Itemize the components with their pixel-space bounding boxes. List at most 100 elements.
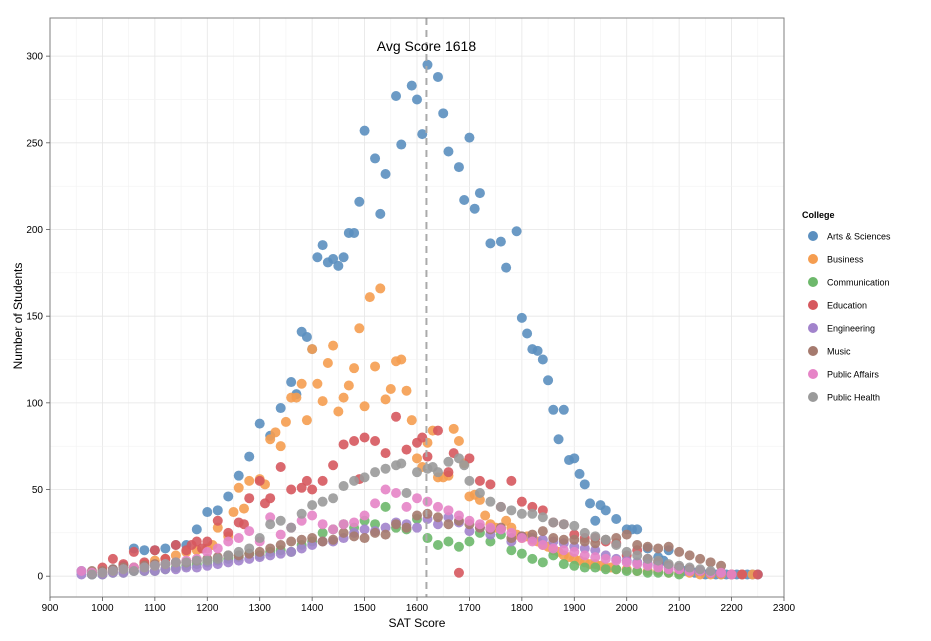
point-public-health xyxy=(485,496,496,507)
point-business xyxy=(396,354,407,365)
point-music xyxy=(338,527,349,538)
point-business xyxy=(301,415,312,426)
point-engineering xyxy=(579,543,590,554)
x-tick-label: 1100 xyxy=(144,603,166,614)
point-education xyxy=(432,425,443,436)
point-arts-sciences xyxy=(511,226,522,237)
point-public-health xyxy=(107,565,118,576)
point-public-affairs xyxy=(202,546,213,557)
point-arts-sciences xyxy=(569,453,580,464)
legend-label-public-health: Public Health xyxy=(827,393,880,403)
point-education xyxy=(443,467,454,478)
point-arts-sciences xyxy=(537,354,548,365)
point-engineering xyxy=(223,557,234,568)
point-communication xyxy=(600,564,611,575)
point-public-health xyxy=(527,508,538,519)
point-public-affairs xyxy=(548,543,559,554)
point-music xyxy=(537,526,548,537)
point-public-affairs xyxy=(296,515,307,526)
point-public-affairs xyxy=(244,526,255,537)
point-communication xyxy=(516,548,527,559)
point-arts-sciences xyxy=(244,451,255,462)
point-arts-sciences xyxy=(160,543,171,554)
point-business xyxy=(317,396,328,407)
point-education xyxy=(417,432,428,443)
point-engineering xyxy=(380,522,391,533)
point-education xyxy=(380,448,391,459)
point-engineering xyxy=(265,550,276,561)
point-public-affairs xyxy=(569,546,580,557)
point-business xyxy=(322,357,333,368)
point-business xyxy=(333,406,344,417)
x-axis: 900 1000 1100 1200 1300 1400 1500 1600 1700 1800 1… xyxy=(42,597,796,614)
point-education xyxy=(516,496,527,507)
point-arts-sciences xyxy=(354,196,365,207)
point-arts-sciences xyxy=(558,404,569,415)
point-engineering xyxy=(296,543,307,554)
point-communication xyxy=(558,559,569,570)
point-arts-sciences xyxy=(495,236,506,247)
point-music xyxy=(412,510,422,521)
point-education xyxy=(254,475,265,486)
point-public-health xyxy=(537,512,548,523)
point-education xyxy=(474,475,485,486)
point-arts-sciences xyxy=(579,479,590,490)
point-business xyxy=(338,392,349,403)
point-music xyxy=(684,550,695,561)
point-public-health xyxy=(432,467,443,478)
point-business xyxy=(238,503,249,514)
point-public-health xyxy=(286,522,297,533)
point-communication xyxy=(485,536,496,547)
point-engineering xyxy=(286,546,297,557)
point-education xyxy=(752,569,763,580)
point-business xyxy=(170,550,181,561)
point-education xyxy=(464,453,475,464)
point-music xyxy=(401,522,412,533)
point-arts-sciences xyxy=(301,331,312,342)
point-arts-sciences xyxy=(233,470,244,481)
point-education xyxy=(286,484,297,495)
legend-key-music xyxy=(808,346,818,356)
grid xyxy=(49,18,785,597)
point-arts-sciences xyxy=(328,253,339,264)
point-music xyxy=(317,536,328,547)
point-education xyxy=(265,493,276,504)
point-music xyxy=(621,529,632,540)
point-public-health xyxy=(642,553,653,564)
legend-key-public-affairs xyxy=(808,369,818,379)
point-education xyxy=(317,475,328,486)
point-public-affairs xyxy=(590,552,601,563)
point-public-affairs xyxy=(495,524,506,535)
point-public-health xyxy=(632,550,643,561)
point-public-affairs xyxy=(275,529,286,540)
point-arts-sciences xyxy=(202,507,213,518)
point-public-affairs xyxy=(485,522,496,533)
legend-label-communication: Communication xyxy=(827,278,890,288)
point-communication xyxy=(380,501,391,512)
point-education xyxy=(349,435,360,446)
point-business xyxy=(448,423,459,434)
y-tick-label: 150 xyxy=(26,312,43,323)
point-arts-sciences xyxy=(254,418,265,429)
point-arts-sciences xyxy=(212,505,223,516)
point-engineering xyxy=(191,562,202,573)
point-public-health xyxy=(506,505,517,516)
point-public-health xyxy=(86,569,97,580)
point-education xyxy=(170,539,181,550)
point-business xyxy=(480,510,491,521)
y-axis-title: Number of Students xyxy=(11,263,25,370)
point-arts-sciences xyxy=(553,434,564,445)
point-music xyxy=(349,531,360,542)
point-arts-sciences xyxy=(438,108,449,119)
point-business xyxy=(307,344,318,355)
point-public-affairs xyxy=(412,493,422,504)
legend-key-communication xyxy=(808,277,818,287)
point-arts-sciences xyxy=(422,59,433,70)
point-public-affairs xyxy=(464,515,475,526)
point-arts-sciences xyxy=(139,545,150,556)
y-axis: 0 50 100 150 200 250 300 xyxy=(26,52,50,583)
point-public-affairs xyxy=(716,567,727,578)
point-arts-sciences xyxy=(611,513,622,524)
point-arts-sciences xyxy=(338,252,349,263)
x-tick-label: 2100 xyxy=(668,603,691,614)
